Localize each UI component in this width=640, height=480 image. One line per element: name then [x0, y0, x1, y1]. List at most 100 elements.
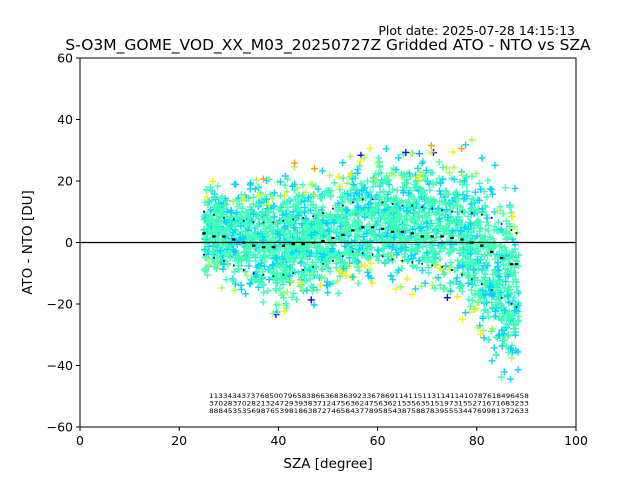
series-marker	[420, 235, 424, 238]
scatter-point	[362, 252, 370, 260]
scatter-point	[370, 174, 378, 182]
series-marker	[203, 210, 205, 213]
scatter-point	[480, 188, 488, 196]
scatter-point	[260, 216, 268, 224]
scatter-point	[425, 269, 433, 277]
scatter-point	[291, 252, 299, 260]
scatter-point	[463, 261, 471, 269]
scatter-point	[323, 220, 331, 228]
scatter-point	[273, 229, 281, 237]
scatter-point	[485, 336, 493, 344]
scatter-point	[337, 199, 345, 207]
scatter-points	[200, 136, 523, 383]
scatter-point	[408, 193, 416, 201]
scatter-point	[423, 258, 431, 266]
scatter-point	[410, 202, 418, 210]
scatter-point	[510, 294, 518, 302]
scatter-point	[472, 269, 480, 277]
scatter-point	[219, 210, 227, 218]
scatter-point	[214, 262, 222, 270]
scatter-point	[434, 274, 442, 282]
scatter-point	[363, 177, 371, 185]
scatter-point	[439, 285, 447, 293]
scatter-point	[250, 193, 258, 201]
series-marker	[441, 209, 443, 212]
scatter-point	[290, 289, 298, 297]
scatter-point	[209, 177, 217, 185]
series-marker	[431, 264, 433, 267]
scatter-point	[395, 154, 403, 162]
scatter-point	[508, 213, 516, 221]
series-marker	[380, 227, 385, 230]
scatter-point	[340, 265, 348, 273]
scatter-point	[394, 213, 402, 221]
scatter-point	[494, 218, 502, 226]
scatter-point	[205, 260, 213, 268]
scatter-point	[311, 228, 319, 236]
series-marker	[262, 273, 265, 276]
scatter-point	[393, 243, 401, 251]
series-marker	[232, 264, 235, 267]
scatter-point	[277, 257, 285, 265]
y-tick-label: −40	[47, 358, 73, 373]
scatter-point	[402, 243, 410, 251]
scatter-point	[390, 203, 398, 211]
series-marker	[312, 266, 314, 268]
scatter-point	[281, 172, 289, 180]
scatter-point	[480, 334, 488, 342]
series-marker	[282, 273, 285, 276]
scatter-point	[336, 185, 344, 193]
scatter-point	[484, 227, 492, 235]
series-marker	[271, 246, 276, 249]
series-marker	[302, 269, 304, 271]
scatter-point	[449, 148, 457, 156]
scatter-point	[378, 230, 386, 238]
scatter-point	[334, 289, 342, 297]
scatter-point	[351, 209, 359, 217]
scatter-point	[482, 211, 490, 219]
scatter-point	[255, 274, 263, 282]
series-marker	[322, 212, 324, 215]
scatter-point	[238, 256, 246, 264]
scatter-point	[255, 265, 263, 273]
scatter-point	[332, 259, 340, 267]
scatter-point	[511, 325, 519, 333]
scatter-point	[375, 193, 383, 201]
scatter-point	[212, 202, 220, 210]
scatter-point	[436, 255, 444, 263]
scatter-point	[347, 210, 355, 218]
scatter-point	[475, 197, 483, 205]
scatter-point	[261, 227, 269, 235]
scatter-point	[488, 303, 496, 311]
scatter-point	[514, 366, 522, 374]
series-marker	[510, 303, 513, 305]
scatter-point	[504, 254, 512, 262]
scatter-point	[258, 208, 266, 216]
series-marker	[252, 221, 255, 224]
scatter-point	[362, 194, 370, 202]
scatter-point	[418, 266, 426, 274]
scatter-point	[431, 199, 439, 207]
scatter-point	[502, 228, 510, 236]
series-marker	[321, 239, 325, 243]
scatter-point	[286, 212, 294, 220]
scatter-point	[371, 175, 379, 183]
scatter-point	[416, 237, 424, 245]
scatter-point	[403, 207, 411, 215]
scatter-point	[500, 368, 508, 376]
scatter-point	[404, 257, 412, 265]
y-tick-label: −60	[47, 420, 73, 435]
scatter-point	[283, 217, 291, 225]
scatter-point	[379, 251, 387, 259]
scatter-point	[333, 277, 341, 285]
x-tick-label: 80	[469, 433, 485, 448]
scatter-point	[497, 225, 505, 233]
scatter-point	[507, 345, 515, 353]
scatter-point	[376, 188, 384, 196]
scatter-point	[335, 204, 343, 212]
scatter-point	[246, 203, 254, 211]
scatter-point	[285, 196, 293, 204]
scatter-point	[379, 187, 387, 195]
scatter-point	[304, 194, 312, 202]
scatter-point	[323, 281, 331, 289]
